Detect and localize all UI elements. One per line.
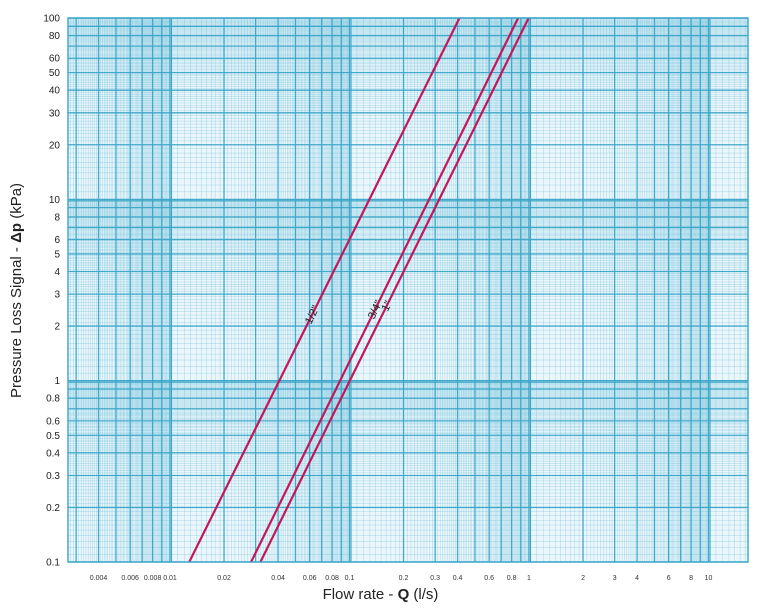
x-tick-label: 0.04 xyxy=(271,575,285,582)
x-tick-label: 10 xyxy=(705,575,713,582)
x-tick-label: 0.08 xyxy=(325,575,339,582)
x-axis-label-symbol: Q xyxy=(397,586,410,603)
x-tick-label: 6 xyxy=(667,575,671,582)
plot-area xyxy=(68,18,748,562)
y-tick-label: 6 xyxy=(54,235,60,246)
y-axis-label-prefix: Pressure Loss Signal - xyxy=(8,242,25,398)
series-line-2 xyxy=(250,18,520,562)
y-tick-label: 8 xyxy=(54,212,60,223)
y-tick-label: 0.2 xyxy=(46,503,60,514)
x-tick-label: 0.004 xyxy=(90,575,108,582)
x-tick-label: 0.02 xyxy=(217,575,231,582)
y-axis-label-symbol: Δp xyxy=(8,222,25,243)
y-tick-label: 0.4 xyxy=(46,448,60,459)
x-tick-label: 8 xyxy=(689,575,693,582)
x-tick-label: 4 xyxy=(635,575,639,582)
y-tick-label: 0.5 xyxy=(46,431,60,442)
plot-border xyxy=(67,17,749,563)
x-tick-label: 0.1 xyxy=(345,575,355,582)
y-tick-label: 5 xyxy=(54,249,60,260)
y-tick-label: 50 xyxy=(49,68,61,79)
y-tick-label: 0.3 xyxy=(46,471,60,482)
y-tick-label: 60 xyxy=(49,54,61,65)
y-tick-label: 1 xyxy=(54,376,60,387)
series-layer: 1/2" 3/4"1" xyxy=(188,18,530,562)
grid-minor xyxy=(68,18,748,562)
y-tick-label: 4 xyxy=(54,267,60,278)
y-tick-label: 40 xyxy=(49,86,61,97)
x-tick-label: 0.006 xyxy=(121,575,139,582)
y-tick-labels: 0.1 0.2 0.3 0.4 0.5 0.6 0.8 1 2 3 4 5 6 8 10 20 30 40 50 60… xyxy=(43,14,60,569)
y-tick-label: 80 xyxy=(49,31,61,42)
x-tick-label: 0.06 xyxy=(303,575,317,582)
x-tick-label: 2 xyxy=(581,575,585,582)
y-tick-label: 30 xyxy=(49,108,61,119)
y-tick-label: 3 xyxy=(54,290,60,301)
x-axis-label-prefix: Flow rate - xyxy=(322,586,398,603)
x-tick-label: 1 xyxy=(527,575,531,582)
y-tick-label: 0.1 xyxy=(46,558,60,569)
x-tick-label: 0.4 xyxy=(453,575,463,582)
x-tick-label: 0.008 xyxy=(144,575,162,582)
x-tick-label: 3 xyxy=(613,575,617,582)
y-axis-label-unit: (kPa) xyxy=(8,182,25,223)
x-tick-label: 0.2 xyxy=(399,575,409,582)
grid-major xyxy=(68,17,748,563)
x-tick-labels: 0.004 0.006 0.008 0.01 0.02 0.04 0.06 0.08 0.1 0.… xyxy=(90,575,713,582)
x-axis-label: Flow rate - Q (l/s) xyxy=(0,586,761,603)
x-tick-label: 0.01 xyxy=(163,575,177,582)
y-axis-label: Pressure Loss Signal - Δp (kPa) xyxy=(8,183,25,398)
y-tick-label: 100 xyxy=(43,14,60,25)
x-tick-label: 0.6 xyxy=(484,575,494,582)
y-tick-label: 0.8 xyxy=(46,394,60,405)
x-tick-label: 0.3 xyxy=(430,575,440,582)
y-tick-label: 0.6 xyxy=(46,416,60,427)
series-label-3: 1" xyxy=(380,299,395,313)
y-tick-label: 2 xyxy=(54,322,60,333)
series-line-1 xyxy=(188,18,461,562)
y-tick-label: 10 xyxy=(49,195,61,206)
x-axis-label-unit: (l/s) xyxy=(409,586,439,603)
series-line-3 xyxy=(259,18,530,562)
y-tick-label: 20 xyxy=(49,140,61,151)
x-tick-label: 0.8 xyxy=(507,575,517,582)
